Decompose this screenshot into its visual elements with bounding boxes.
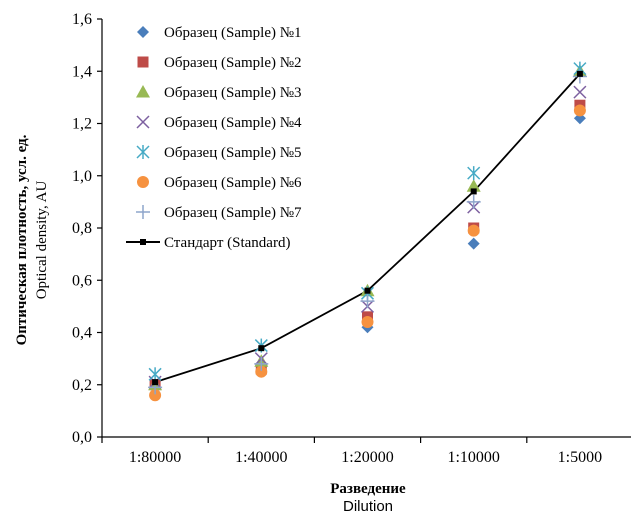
data-point-standard bbox=[364, 287, 371, 294]
x-tick-label: 1:5000 bbox=[558, 449, 602, 466]
data-point-series-7 bbox=[254, 356, 269, 371]
data-point-series-3 bbox=[466, 179, 481, 192]
legend-marker-2 bbox=[137, 56, 149, 68]
y-tick-label: 0,6 bbox=[72, 272, 92, 289]
data-point-series-6 bbox=[361, 316, 374, 329]
x-tick-labels: 1:80000 1:40000 1:20000 1:10000 1:5000 bbox=[129, 449, 602, 466]
data-points bbox=[148, 61, 587, 402]
legend-marker-7 bbox=[136, 205, 150, 219]
y-axis-label-en: Optical density, AU bbox=[34, 181, 50, 300]
y-tick-label: 0,2 bbox=[72, 377, 92, 394]
y-tick-labels: 0,0 0,2 0,4 0,6 0,8 1,0 1,2 1,4 1,6 bbox=[72, 11, 92, 446]
x-tick-label: 1:20000 bbox=[341, 449, 393, 466]
data-point-series-5 bbox=[148, 367, 162, 382]
x-axis-label: Разведение bbox=[330, 481, 406, 497]
x-tick-label: 1:40000 bbox=[235, 449, 287, 466]
y-tick-label: 1,0 bbox=[72, 168, 92, 185]
data-point-series-6 bbox=[255, 365, 268, 378]
data-point-series-1 bbox=[467, 237, 480, 250]
data-point-series-6 bbox=[149, 389, 162, 402]
legend-label: Стандарт (Standard) bbox=[164, 235, 290, 251]
y-axis-label: Оптическая плотность, усл. ед. bbox=[14, 134, 30, 345]
y-tick-label: 0,8 bbox=[72, 220, 92, 237]
legend-marker-5 bbox=[136, 145, 150, 159]
legend-label: Образец (Sample) №2 bbox=[164, 55, 302, 71]
data-point-standard bbox=[152, 379, 159, 386]
y-tick-label: 1,6 bbox=[72, 11, 92, 28]
y-tick-label: 1,2 bbox=[72, 116, 92, 133]
y-tick-label: 0,0 bbox=[72, 429, 92, 446]
data-point-series-6 bbox=[467, 224, 480, 237]
chart-axes bbox=[97, 18, 631, 443]
legend-marker-6 bbox=[137, 176, 149, 188]
legend-marker-1 bbox=[137, 26, 149, 38]
data-point-standard bbox=[470, 188, 477, 195]
legend-marker-standard bbox=[140, 239, 146, 245]
data-point-series-4 bbox=[573, 85, 587, 99]
legend: Образец (Sample) №1 Образец (Sample) №2 Об… bbox=[126, 25, 302, 251]
y-tick-label: 1,4 bbox=[72, 63, 92, 80]
legend-marker-4 bbox=[136, 115, 150, 129]
x-axis-label-en: Dilution bbox=[343, 498, 393, 515]
data-point-series-7 bbox=[360, 294, 375, 309]
legend-label: Образец (Sample) №1 bbox=[164, 25, 302, 41]
x-tick-label: 1:10000 bbox=[447, 449, 499, 466]
legend-label: Образец (Sample) №3 bbox=[164, 85, 302, 101]
legend-label: Образец (Sample) №7 bbox=[164, 205, 302, 221]
legend-label: Образец (Sample) №5 bbox=[164, 145, 302, 161]
y-tick-label: 0,4 bbox=[72, 325, 92, 342]
data-point-standard bbox=[576, 70, 583, 77]
legend-label: Образец (Sample) №6 bbox=[164, 175, 302, 191]
data-point-series-6 bbox=[573, 104, 586, 117]
legend-label: Образец (Sample) №4 bbox=[164, 115, 302, 131]
data-point-series-7 bbox=[466, 194, 481, 209]
legend-marker-3 bbox=[136, 85, 150, 98]
data-point-standard bbox=[258, 345, 265, 352]
data-point-series-5 bbox=[467, 166, 481, 181]
x-tick-label: 1:80000 bbox=[129, 449, 181, 466]
